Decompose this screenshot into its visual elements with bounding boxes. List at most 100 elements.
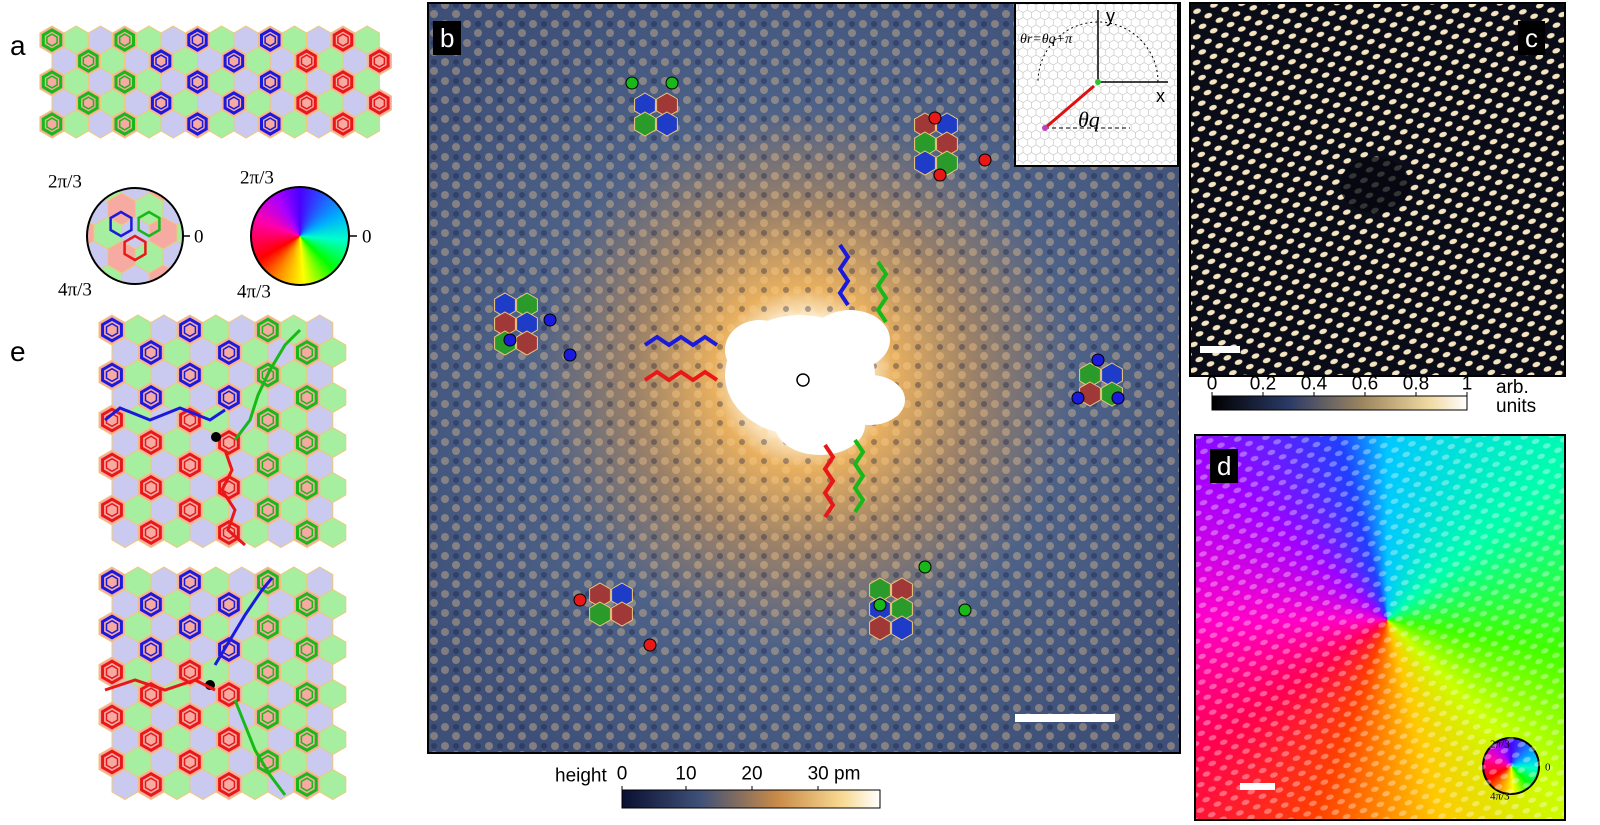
hex-ring-inner	[222, 525, 236, 540]
hex-ring	[218, 384, 240, 411]
hex-ring-inner	[300, 96, 313, 110]
colorbar-tick-label: 10	[675, 763, 697, 785]
hex-cell	[176, 216, 183, 250]
domain-wall	[220, 449, 246, 547]
hex-ring	[101, 317, 123, 343]
hex-ring	[218, 636, 240, 663]
hex-ring	[218, 771, 240, 798]
hex-ring	[101, 452, 123, 478]
hex-ring	[101, 497, 123, 523]
hex-ring	[257, 452, 279, 478]
scale-bar	[1015, 714, 1115, 722]
wheel-ring	[137, 210, 161, 238]
colorbar-unit: arb. units	[1496, 377, 1537, 417]
hex-ring-inner	[300, 687, 314, 702]
hex-ring	[179, 704, 201, 730]
hex-ring-inner	[144, 480, 158, 495]
hex-ring-inner	[261, 619, 275, 635]
atom-marker	[563, 348, 577, 362]
inset-angle-label: θq	[1078, 107, 1100, 132]
hex-ring-inner	[373, 96, 386, 110]
hex-ring	[179, 497, 201, 523]
atom-marker	[643, 638, 657, 652]
hex-cell	[219, 193, 247, 225]
hex-cluster	[891, 615, 913, 641]
hex-cell	[354, 109, 380, 139]
hex-ring	[296, 726, 318, 753]
hex-cell	[176, 264, 183, 284]
hex-ring	[296, 474, 318, 501]
hex-ring	[140, 384, 162, 411]
hex-ring-inner	[222, 687, 236, 702]
hex-cell	[319, 516, 347, 549]
hex-ring-inner	[228, 54, 240, 68]
hex-ring-inner	[183, 709, 197, 725]
hex-ring-inner	[82, 54, 95, 68]
hex-ring	[140, 771, 162, 798]
colorbar-tick-label: 0	[1206, 373, 1218, 395]
hex-ring	[140, 519, 162, 546]
inset-hex	[1174, 138, 1177, 147]
defect-dot	[211, 432, 221, 442]
hex-ring-inner	[105, 619, 119, 635]
hex-ring-inner	[144, 642, 158, 657]
hex-ring-inner	[373, 54, 386, 68]
stm-bright-center	[835, 375, 905, 425]
hex-ring-inner	[261, 502, 275, 518]
hex-cluster	[869, 615, 891, 641]
hex-ring	[296, 591, 318, 618]
hex-cluster	[611, 601, 633, 627]
atom-marker	[933, 168, 947, 182]
hex-ring	[296, 384, 318, 411]
hex-ring	[140, 591, 162, 618]
hex-ring-inner	[264, 117, 277, 131]
inset-axis-label: x	[1156, 86, 1165, 106]
hex-ring-inner	[300, 597, 314, 612]
hex-cluster	[656, 111, 678, 137]
hex-ring-inner	[300, 525, 314, 540]
impurity-marker	[796, 373, 810, 387]
hex-ring	[179, 452, 201, 478]
hex-ring	[101, 362, 123, 388]
hex-ring	[179, 749, 201, 775]
hex-ring-inner	[191, 117, 204, 131]
hex-ring	[101, 749, 123, 775]
hex-ring-inner	[46, 33, 58, 47]
domain-wall	[837, 243, 851, 307]
hex-ring-inner	[264, 33, 277, 47]
hex-ring	[101, 659, 123, 685]
hex-ring-inner	[155, 96, 167, 110]
hex-ring	[41, 28, 63, 52]
hex-ring-inner	[105, 502, 119, 518]
domain-wall	[643, 369, 719, 383]
hex-ring	[179, 362, 201, 388]
domain-wall	[875, 260, 889, 324]
hex-ring	[41, 70, 63, 94]
hex-ring-inner	[183, 664, 197, 680]
wheel-label: 2π/3	[48, 171, 82, 193]
hex-ring	[296, 91, 317, 115]
hex-ring-inner	[118, 117, 131, 131]
wheel-ring	[109, 210, 133, 238]
hex-cluster	[516, 330, 538, 356]
atom-marker	[928, 111, 942, 125]
hex-ring-inner	[105, 322, 119, 338]
inset-hex	[1174, 123, 1177, 132]
hex-cell	[176, 188, 183, 202]
hex-ring-inner	[155, 54, 167, 68]
colorbar-tick-label: 20	[741, 763, 763, 785]
hex-ring-inner	[300, 54, 313, 68]
colorbar-tick-label: 30 pm	[807, 763, 861, 785]
hex-ring	[140, 429, 162, 456]
wheel-label: 4π/3	[237, 281, 271, 303]
panel-label: e	[10, 336, 26, 367]
hex-ring-inner	[183, 322, 197, 338]
hex-ring	[296, 636, 318, 663]
inset-hex	[1174, 18, 1177, 27]
hex-ring	[179, 569, 201, 595]
hex-cell	[205, 265, 233, 297]
hex-ring-inner	[183, 457, 197, 473]
hex-ring-inner	[183, 619, 197, 635]
atom-marker	[543, 313, 557, 327]
